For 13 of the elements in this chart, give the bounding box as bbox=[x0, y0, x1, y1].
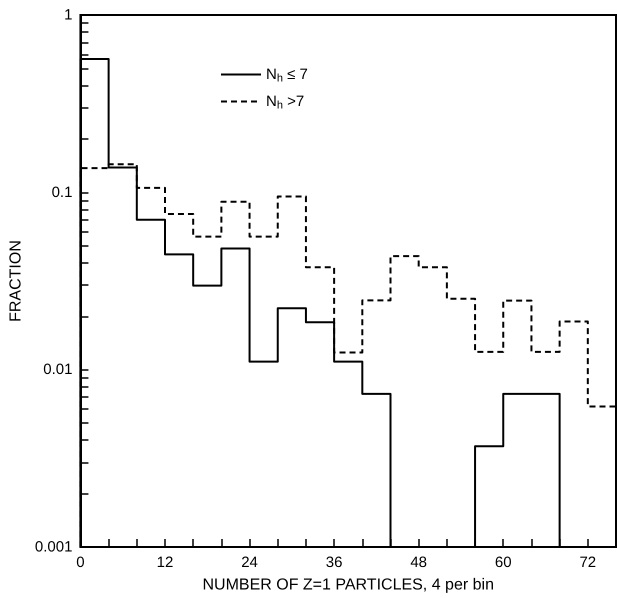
y-tick-label: 0.1 bbox=[52, 184, 72, 201]
y-tick-label: 0.01 bbox=[43, 361, 72, 378]
x-tick-label: 48 bbox=[410, 554, 428, 571]
x-tick-label: 24 bbox=[241, 554, 258, 571]
y-tick-label: 1 bbox=[64, 6, 72, 24]
x-axis-title: NUMBER OF Z=1 PARTICLES, 4 per bin bbox=[202, 576, 494, 594]
x-tick-label: 36 bbox=[326, 554, 342, 571]
x-tick-label: 60 bbox=[494, 554, 512, 571]
x-tick-label: 72 bbox=[579, 554, 596, 571]
y-tick-label: 0.001 bbox=[34, 538, 72, 556]
x-tick-label: 0 bbox=[76, 554, 85, 571]
y-axis-title: FRACTION bbox=[8, 240, 24, 322]
x-tick-label: 12 bbox=[156, 554, 174, 571]
